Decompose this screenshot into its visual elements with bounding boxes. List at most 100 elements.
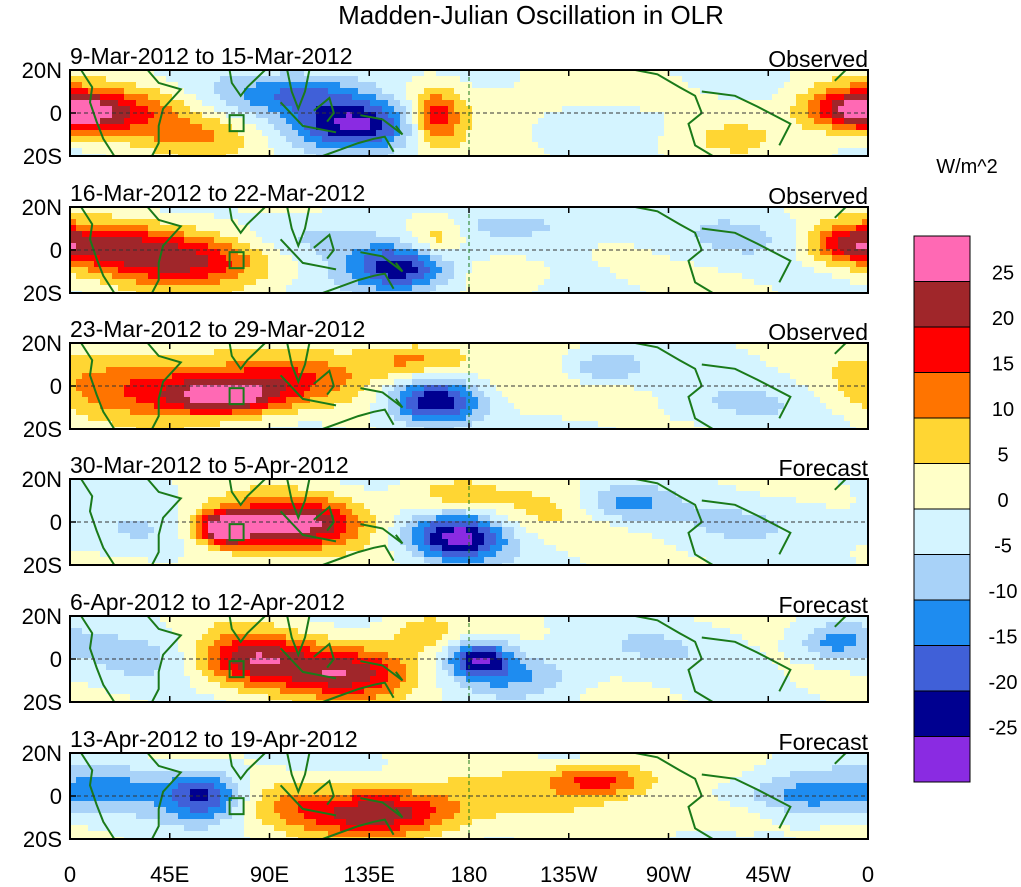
field-cell [118,231,125,238]
field-cell [640,100,647,107]
field-cell [328,148,335,155]
field-cell [238,76,245,83]
field-cell [220,397,227,404]
field-cell [112,82,119,89]
field-cell [388,118,395,125]
field-cell [118,273,125,280]
field-cell [622,225,629,232]
field-cell [394,243,401,250]
field-cell [136,367,143,374]
field-cell [322,385,329,392]
field-cell [766,76,773,83]
field-cell [310,94,317,101]
field-cell [310,409,317,416]
field-cell [538,118,545,125]
field-cell [292,249,299,256]
field-cell [358,213,365,220]
field-cell [448,76,455,83]
field-cell [598,118,605,125]
field-cell [286,124,293,131]
field-cell [178,148,185,155]
field-cell [862,88,869,95]
field-cell [388,355,395,362]
coastline-segment [313,96,335,123]
field-cell [592,124,599,131]
field-cell [184,237,191,244]
field-cell [688,207,695,214]
field-cell [244,355,251,362]
field-cell [268,397,275,404]
field-cell [346,76,353,83]
field-cell [862,249,869,256]
field-cell [688,231,695,238]
field-cell [346,219,353,226]
field-cell [400,249,407,256]
field-cell [382,243,389,250]
field-cell [178,367,185,374]
field-cell [826,88,833,95]
field-cell [130,130,137,137]
field-cell [706,70,713,77]
field-cell [472,273,479,280]
field-cell [688,261,695,268]
field-cell [676,231,683,238]
field-cell [172,118,179,125]
field-cell [826,118,833,125]
field-cell [244,213,251,220]
field-cell [136,373,143,380]
field-cell [124,421,131,428]
field-cell [286,343,293,350]
field-cell [106,207,113,214]
field-cell [454,100,461,107]
field-cell [568,255,575,262]
field-cell [712,94,719,101]
field-cell [412,397,419,404]
field-cell [256,136,263,143]
field-cell [340,403,347,410]
field-cell [256,415,263,422]
field-cell [766,106,773,113]
field-cell [646,130,653,137]
field-cell [346,136,353,143]
field-cell [712,285,719,292]
field-cell [334,415,341,422]
field-cell [256,409,263,416]
field-cell [382,231,389,238]
field-cell [298,76,305,83]
field-cell [262,219,269,226]
field-cell [742,70,749,77]
field-cell [124,136,131,143]
field-cell [394,367,401,374]
field-cell [412,385,419,392]
field-cell [250,136,257,143]
field-cell [346,70,353,77]
field-cell [256,379,263,386]
field-cell [244,261,251,268]
field-cell [556,207,563,214]
field-cell [634,148,641,155]
field-cell [760,82,767,89]
field-cell [808,118,815,125]
field-cell [808,219,815,226]
field-cell [346,213,353,220]
field-cell [340,385,347,392]
field-cell [454,237,461,244]
field-cell [100,367,107,374]
field-cell [136,231,143,238]
field-cell [196,367,203,374]
field-cell [742,273,749,280]
field-cell [736,148,743,155]
field-cell [358,76,365,83]
field-cell [118,76,125,83]
field-cell [628,130,635,137]
field-cell [646,94,653,101]
field-cell [178,243,185,250]
field-cell [148,231,155,238]
field-cell [250,70,257,77]
field-cell [352,148,359,155]
field-cell [790,249,797,256]
field-cell [388,88,395,95]
field-cell [124,373,131,380]
field-cell [154,355,161,362]
field-cell [400,106,407,113]
